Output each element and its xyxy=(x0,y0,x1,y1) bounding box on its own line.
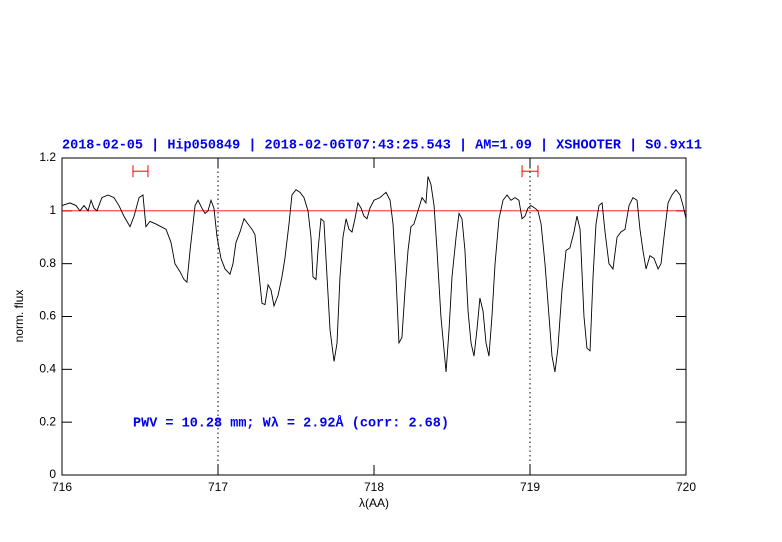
y-tick-label: 0.6 xyxy=(39,309,56,323)
annotation: PWV = 10.28 mm; Wλ = 2.92Å (corr: 2.68) xyxy=(133,416,449,432)
spectrum-line xyxy=(61,176,687,373)
x-tick-label: 720 xyxy=(676,480,696,494)
y-tick-label: 1 xyxy=(49,203,56,217)
x-tick-label: 717 xyxy=(208,480,228,494)
y-tick-label: 0.4 xyxy=(39,362,56,376)
y-tick-label: 0.2 xyxy=(39,414,56,428)
x-tick-label: 719 xyxy=(520,480,540,494)
x-tick-label: 716 xyxy=(52,480,72,494)
x-tick-label: 718 xyxy=(364,480,384,494)
chart-title: 2018-02-05 | Hip050849 | 2018-02-06T07:4… xyxy=(62,139,702,154)
y-axis-label: norm. flux xyxy=(12,290,26,343)
y-tick-label: 0.8 xyxy=(39,256,56,270)
x-axis-label: λ(AA) xyxy=(359,496,389,510)
y-tick-label: 0 xyxy=(49,467,56,481)
y-tick-label: 1.2 xyxy=(39,150,56,164)
